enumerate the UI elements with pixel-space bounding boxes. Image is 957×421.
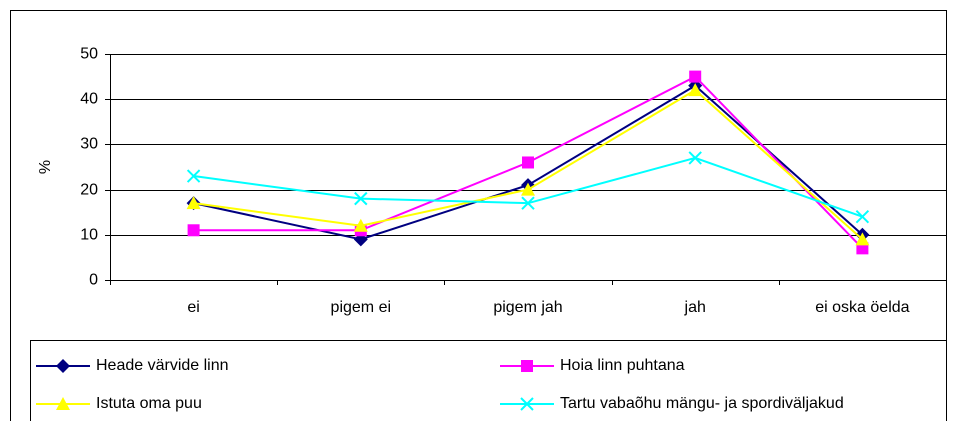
marker bbox=[688, 151, 702, 165]
marker bbox=[689, 70, 702, 83]
series bbox=[186, 83, 870, 246]
marker bbox=[855, 210, 870, 224]
x-tick-label: ei bbox=[187, 299, 199, 316]
series bbox=[187, 70, 869, 255]
marker bbox=[688, 83, 703, 97]
x-tick-label: pigem jah bbox=[493, 299, 562, 316]
marker bbox=[856, 242, 869, 255]
x-tick-label: ei oska öelda bbox=[815, 299, 909, 316]
legend-box bbox=[30, 340, 947, 421]
marker bbox=[354, 191, 368, 206]
y-tick-label: 30 bbox=[80, 136, 98, 153]
legend-entry: Tartu vabaõhu mängu- ja spordiväljakud bbox=[500, 395, 844, 412]
y-tick-label: 50 bbox=[80, 46, 98, 63]
marker bbox=[520, 397, 534, 411]
chart-frame bbox=[10, 10, 947, 421]
legend-label: Hoia linn puhtana bbox=[560, 357, 685, 374]
x-tick-label: pigem ei bbox=[331, 299, 391, 316]
y-tick-label: 0 bbox=[89, 272, 98, 289]
marker bbox=[56, 359, 70, 373]
marker bbox=[855, 232, 870, 246]
marker bbox=[521, 182, 535, 196]
y-tick-label: 20 bbox=[80, 182, 98, 199]
marker bbox=[521, 360, 533, 372]
x-tick-label: jah bbox=[684, 299, 706, 316]
legend-label: Istuta oma puu bbox=[96, 395, 202, 412]
marker bbox=[186, 169, 201, 183]
marker bbox=[186, 196, 201, 210]
legend-label: Tartu vabaõhu mängu- ja spordiväljakud bbox=[560, 395, 844, 412]
marker bbox=[521, 196, 535, 210]
marker bbox=[56, 397, 70, 410]
y-tick-label: 10 bbox=[80, 227, 98, 244]
marker bbox=[353, 218, 368, 232]
marker bbox=[187, 224, 200, 237]
y-axis-label: % bbox=[37, 160, 54, 174]
legend-entry: Hoia linn puhtana bbox=[500, 357, 685, 374]
marker bbox=[522, 156, 534, 169]
legend-entry: Istuta oma puu bbox=[36, 395, 202, 412]
legend-label: Heade värvide linn bbox=[96, 357, 229, 374]
series bbox=[186, 151, 870, 224]
legend-entry: Heade värvide linn bbox=[36, 357, 229, 374]
y-tick-label: 40 bbox=[80, 91, 98, 108]
